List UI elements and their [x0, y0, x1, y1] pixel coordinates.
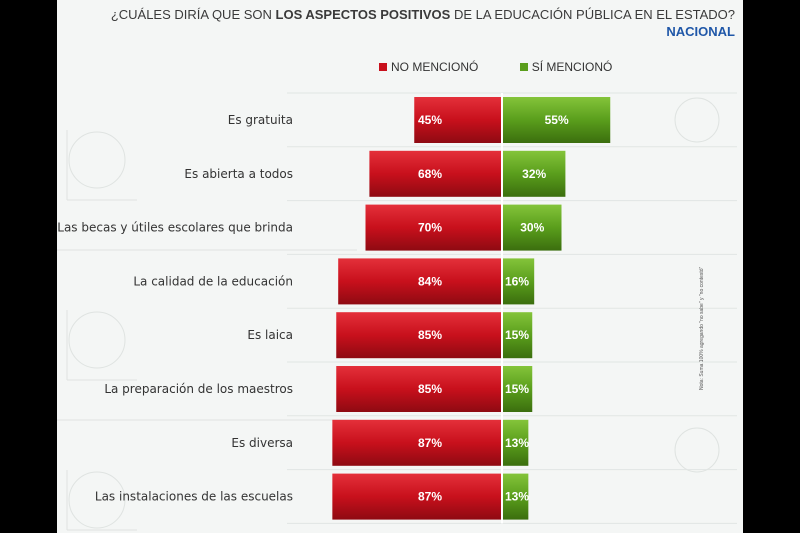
- value-label-si: 13%: [505, 436, 529, 450]
- bar-sí-mencionó: [503, 312, 533, 359]
- bar-chart: 45% 55% 68% 32% 70% 30% 84% 16% 85% 15% 85% 15% 87% 1…: [57, 92, 737, 524]
- bar-no-mencionó: [336, 312, 502, 359]
- value-label-no: 68%: [418, 167, 442, 181]
- category-label: Es abierta a todos: [184, 167, 293, 181]
- value-label-si: 30%: [520, 221, 544, 235]
- category-labels: Es gratuita Es abierta a todos Las becas y…: [57, 113, 293, 504]
- bar-sí-mencionó: [503, 473, 529, 520]
- value-label-si: 13%: [505, 490, 529, 504]
- bar-sí-mencionó: [503, 258, 535, 305]
- title-prefix: ¿CUÁLES DIRÍA QUE SON: [110, 7, 276, 22]
- legend-swatch-no: [379, 63, 387, 71]
- bar-sí-mencionó: [503, 97, 611, 143]
- value-label-no: 45%: [418, 113, 442, 127]
- bar-no-mencionó: [414, 97, 502, 143]
- category-label: Es laica: [247, 328, 293, 342]
- bar-no-mencionó: [365, 204, 502, 251]
- value-label-si: 15%: [505, 328, 529, 342]
- category-label: Es gratuita: [228, 113, 293, 127]
- category-label: Es diversa: [231, 436, 293, 450]
- bar-sí-mencionó: [503, 150, 566, 197]
- value-label-si: 55%: [545, 113, 569, 127]
- grid-lines: [287, 92, 737, 524]
- legend-item-no: NO MENCIONÓ: [379, 60, 478, 74]
- side-note: Nota: Suma 100% agregando "no sabe" y "n…: [699, 266, 705, 390]
- title-suffix: DE LA EDUCACIÓN PÚBLICA EN EL ESTADO?: [450, 7, 735, 22]
- chart-title: ¿CUÁLES DIRÍA QUE SON LOS ASPECTOS POSIT…: [95, 7, 735, 22]
- bar-no-mencionó: [369, 150, 502, 197]
- category-label: Las becas y útiles escolares que brinda: [57, 221, 293, 235]
- bar-sí-mencionó: [503, 419, 529, 466]
- value-label-si: 15%: [505, 382, 529, 396]
- value-label-si: 16%: [505, 274, 529, 288]
- legend-swatch-si: [519, 63, 528, 71]
- category-label: Las instalaciones de las escuelas: [95, 490, 293, 504]
- value-label-no: 85%: [418, 328, 442, 342]
- bar-no-mencionó: [338, 258, 502, 305]
- chart-subtitle: NACIONAL: [666, 24, 735, 39]
- category-label: La preparación de los maestros: [104, 382, 293, 396]
- category-label: La calidad de la educación: [133, 274, 293, 288]
- value-label-si: 32%: [522, 167, 546, 181]
- legend-label-no: NO MENCIONÓ: [391, 60, 479, 74]
- bar-no-mencionó: [336, 366, 502, 412]
- bar-sí-mencionó: [503, 366, 533, 412]
- chart-panel: ¿CUÁLES DIRÍA QUE SON LOS ASPECTOS POSIT…: [57, 0, 743, 533]
- value-label-no: 84%: [418, 274, 442, 288]
- title-bold: LOS ASPECTOS POSITIVOS: [275, 7, 451, 22]
- value-label-no: 85%: [418, 382, 442, 396]
- background-watermark: [57, 97, 720, 531]
- value-label-no: 87%: [418, 436, 442, 450]
- value-label-no: 87%: [418, 490, 442, 504]
- bar-no-mencionó: [332, 419, 502, 466]
- legend: NO MENCIONÓ SÍ MENCIONÓ: [379, 60, 650, 76]
- legend-item-si: SÍ MENCIONÓ: [519, 60, 613, 74]
- legend-label-si: SÍ MENCIONÓ: [531, 60, 613, 74]
- value-label-no: 70%: [418, 221, 442, 235]
- bar-no-mencionó: [332, 473, 502, 520]
- bar-sí-mencionó: [503, 204, 562, 251]
- bars: 45% 55% 68% 32% 70% 30% 84% 16% 85% 15% 85% 15% 87% 1…: [332, 93, 611, 524]
